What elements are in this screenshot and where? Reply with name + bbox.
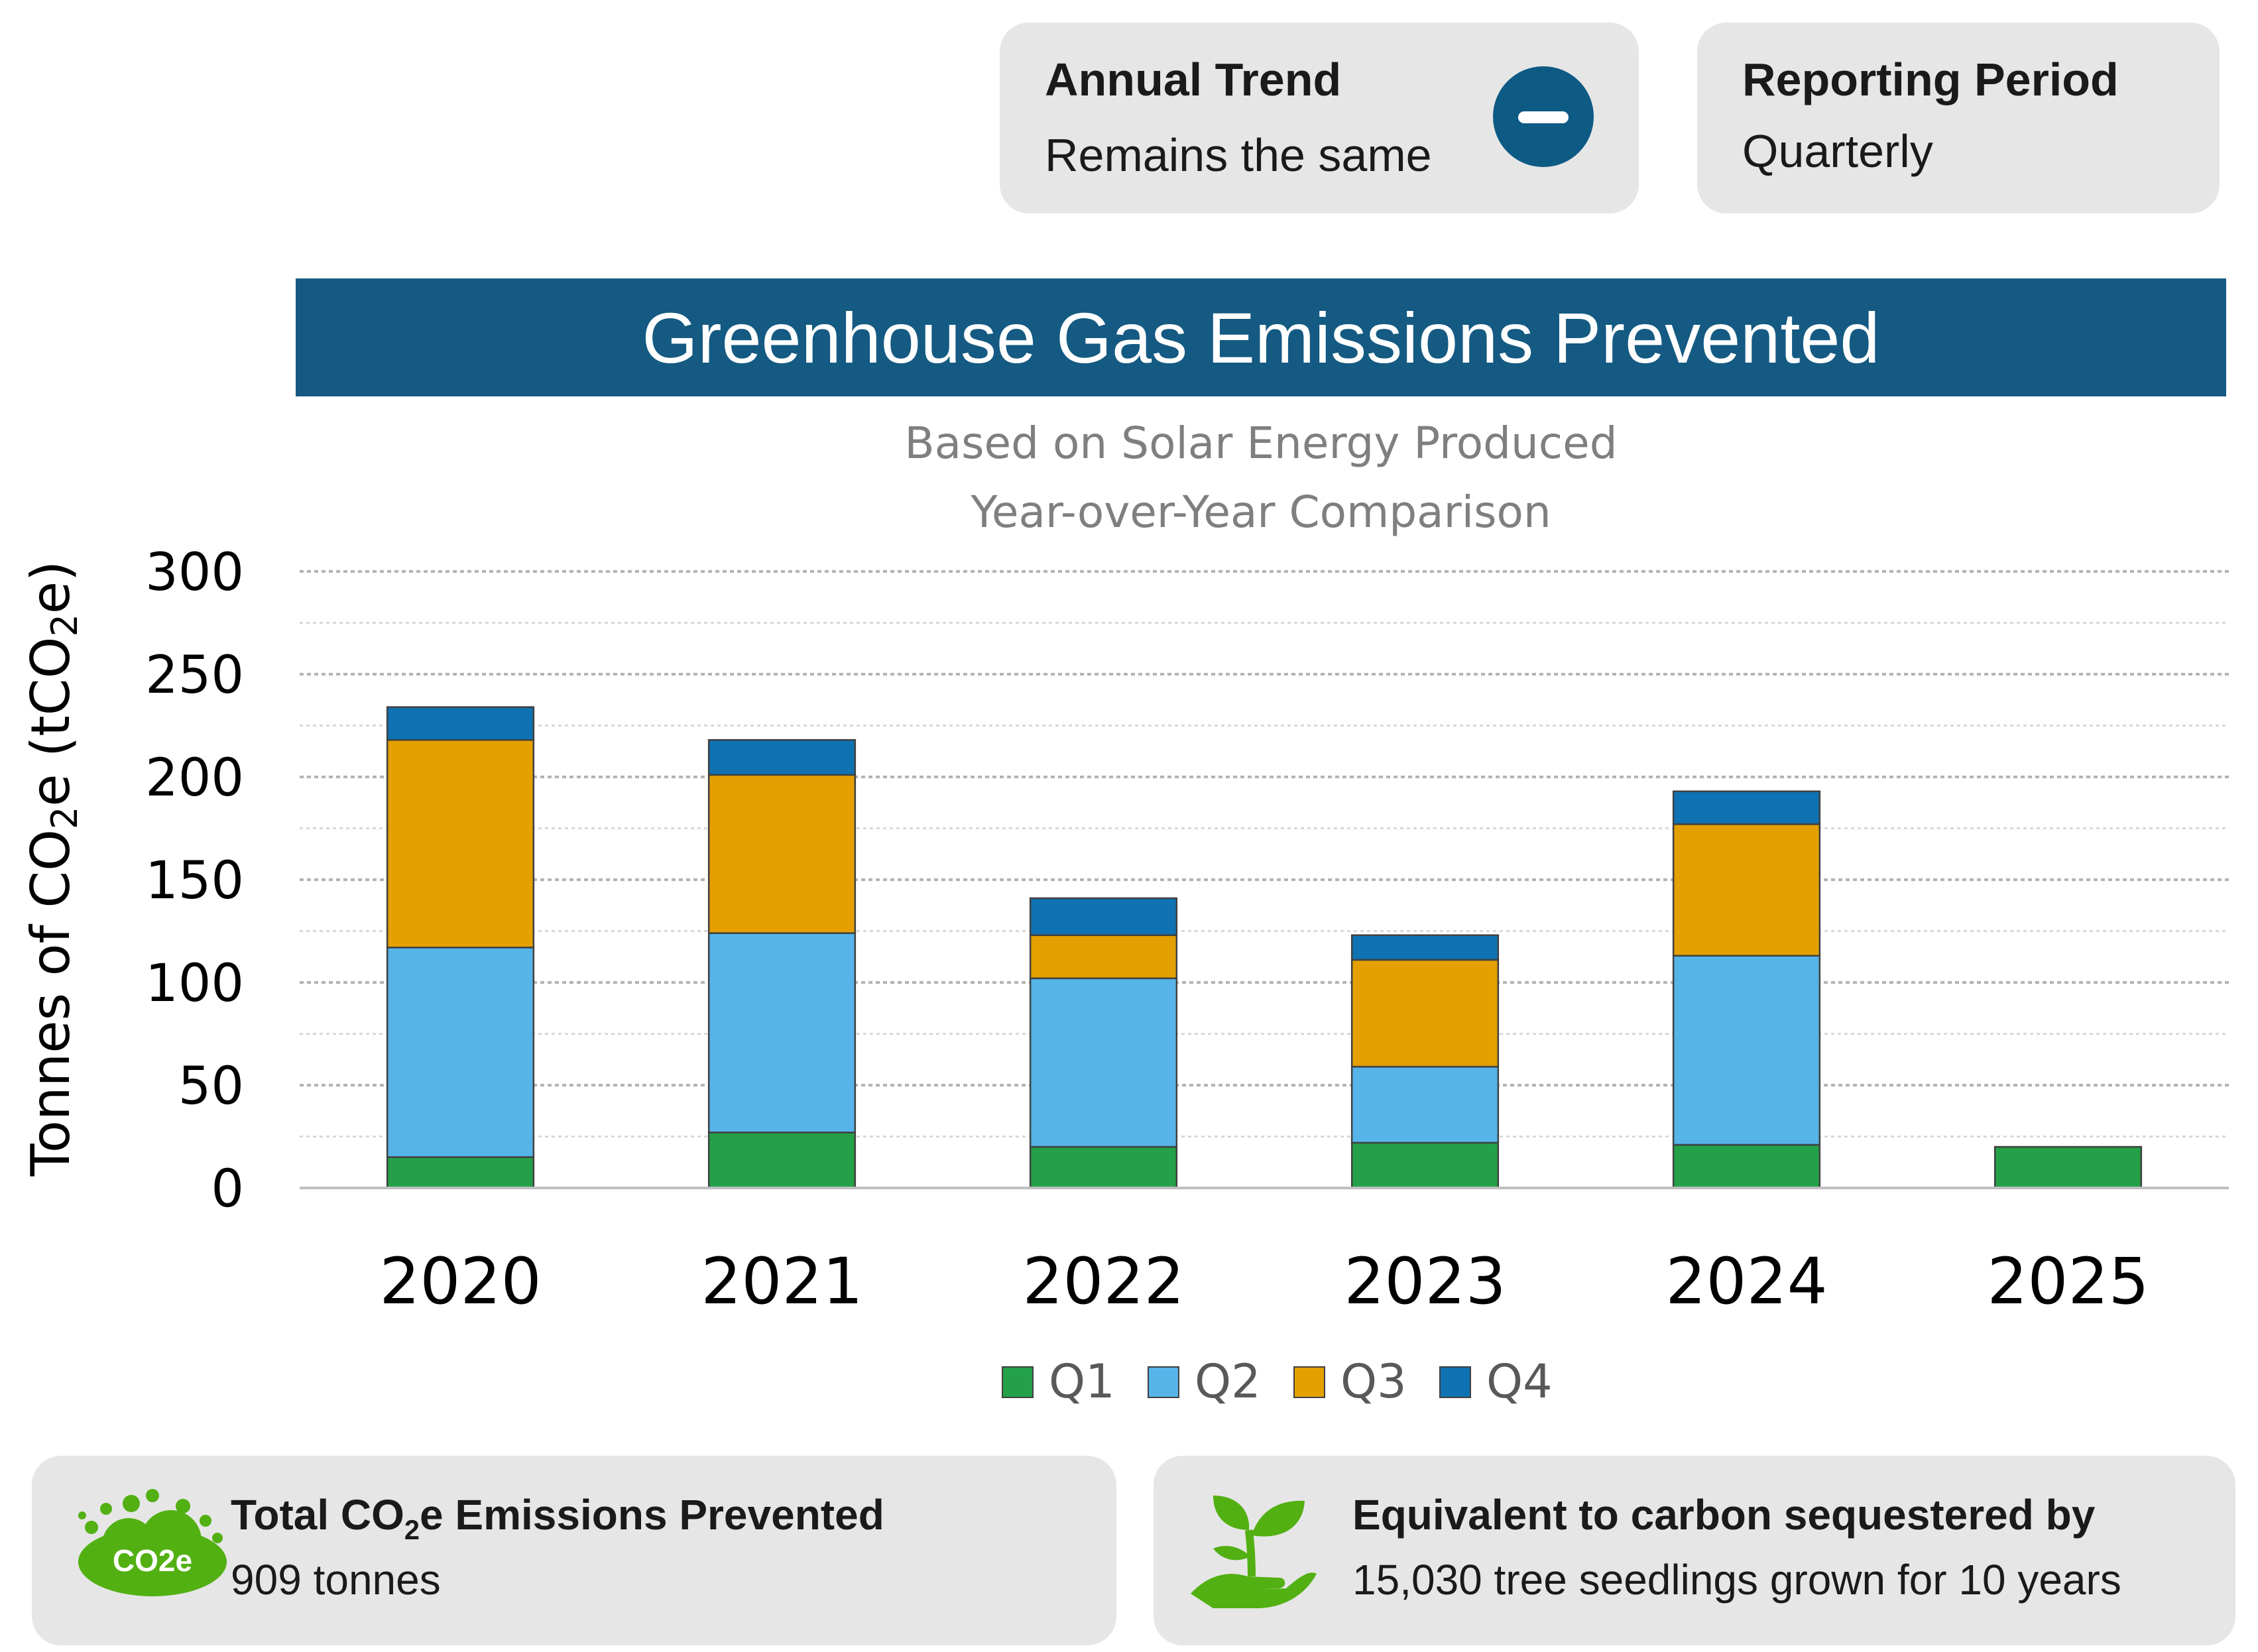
equivalent-sequestration-card: Equivalent to carbon sequestered by 15,0… — [1154, 1456, 2235, 1645]
total-emissions-value: 909 tonnes — [231, 1556, 441, 1604]
reporting-period-card: Reporting Period Quarterly — [1697, 23, 2220, 213]
reporting-period-label: Reporting Period — [1742, 54, 2119, 105]
bar-segment-2021-q1 — [707, 1132, 857, 1189]
legend-label-q3: Q3 — [1340, 1354, 1407, 1409]
total-emissions-label: Total CO2e Emissions Prevented — [231, 1491, 884, 1545]
stacked-bar-chart: 0 50 100 150 200 250 300 2020 2021 2022 2023 2024 20… — [20, 543, 2229, 1409]
x-tick-label: 2020 — [379, 1244, 541, 1319]
bar-segment-2024-q4 — [1672, 790, 1821, 825]
equivalent-label: Equivalent to carbon sequestered by — [1352, 1491, 2096, 1539]
legend-label-q1: Q1 — [1049, 1354, 1115, 1409]
bar-segment-2024-q2 — [1672, 955, 1821, 1146]
chart-title: Greenhouse Gas Emissions Prevented — [642, 297, 1880, 378]
chart-title-banner: Greenhouse Gas Emissions Prevented — [296, 278, 2226, 396]
bar-segment-2022-q2 — [1029, 977, 1178, 1148]
bar-segment-2020-q2 — [386, 947, 535, 1158]
legend-swatch-q2 — [1148, 1366, 1179, 1398]
equivalent-value: 15,030 tree seedlings grown for 10 years — [1352, 1556, 2121, 1604]
y-tick-label: 200 — [145, 748, 244, 808]
co2e-cloud-icon: CO2e — [78, 1489, 227, 1596]
legend-swatch-q1 — [1002, 1366, 1034, 1398]
chart-subtitle-line2: Year-over-Year Comparison — [971, 487, 1551, 538]
y-tick-label: 300 — [145, 543, 244, 603]
annual-trend-card: Annual Trend Remains the same — [1000, 23, 1639, 213]
bar-segment-2020-q1 — [386, 1156, 535, 1189]
bar-segment-2023-q3 — [1350, 959, 1500, 1068]
annual-trend-label: Annual Trend — [1045, 54, 1342, 105]
minus-circle-icon — [1493, 66, 1594, 167]
bar-segment-2023-q2 — [1350, 1065, 1500, 1144]
y-tick-label: 250 — [145, 646, 244, 705]
y-tick-label: 50 — [178, 1057, 244, 1116]
x-tick-label: 2024 — [1665, 1244, 1827, 1319]
legend-label-q4: Q4 — [1486, 1354, 1553, 1409]
annual-trend-value: Remains the same — [1045, 129, 1432, 181]
x-tick-label: 2025 — [1987, 1244, 2149, 1319]
y-tick-label: 0 — [211, 1159, 244, 1219]
legend-label-q2: Q2 — [1195, 1354, 1261, 1409]
bar-segment-2021-q3 — [707, 774, 857, 934]
bar-segment-2021-q4 — [707, 738, 857, 776]
bar-segment-2025-q1 — [1993, 1146, 2143, 1189]
total-emissions-card: CO2e Total CO2e Emissions Prevented 909 … — [32, 1456, 1116, 1645]
legend-swatch-q3 — [1293, 1366, 1325, 1398]
legend-swatch-q4 — [1439, 1366, 1471, 1398]
co2e-icon-text: CO2e — [113, 1543, 192, 1578]
y-axis-title: Tonnes of CO2e (tCO2e) — [20, 561, 86, 1177]
chart-subtitle-line1: Based on Solar Energy Produced — [904, 418, 1618, 469]
x-tick-label: 2023 — [1344, 1244, 1506, 1319]
bar-segment-2022-q1 — [1029, 1146, 1178, 1189]
y-tick-label: 150 — [145, 851, 244, 911]
x-tick-label: 2021 — [701, 1244, 862, 1319]
grid-lines — [300, 570, 2229, 1138]
bar-segment-2020-q4 — [386, 706, 535, 741]
bar-segment-2024-q1 — [1672, 1144, 1821, 1189]
bar-segment-2023-q4 — [1350, 934, 1500, 961]
bars — [386, 706, 2143, 1189]
reporting-period-value: Quarterly — [1742, 125, 1933, 177]
bar-segment-2024-q3 — [1672, 823, 1821, 957]
y-tick-label: 100 — [145, 954, 244, 1014]
bar-segment-2023-q1 — [1350, 1142, 1500, 1189]
legend: Q1 Q2 Q3 Q4 — [1002, 1354, 1553, 1409]
seedling-hand-icon — [1191, 1496, 1317, 1608]
axes: 0 50 100 150 200 250 300 2020 2021 2022 2023 2024 20… — [145, 543, 2229, 1319]
x-tick-label: 2022 — [1022, 1244, 1184, 1319]
bar-segment-2021-q2 — [707, 932, 857, 1134]
bar-segment-2020-q3 — [386, 738, 535, 949]
bar-segment-2022-q3 — [1029, 934, 1178, 980]
bar-segment-2022-q4 — [1029, 897, 1178, 936]
